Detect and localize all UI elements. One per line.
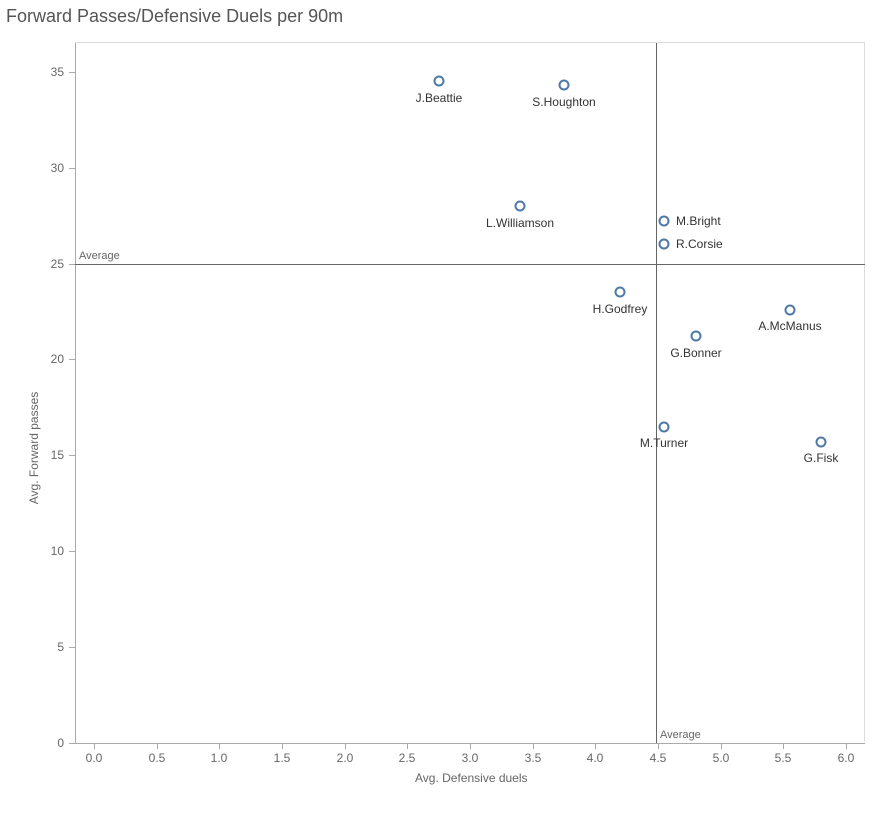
x-tick (157, 743, 158, 749)
data-point-label: S.Houghton (532, 95, 595, 109)
x-tick-label: 3.5 (525, 751, 542, 765)
x-tick-label: 6.0 (838, 751, 855, 765)
y-tick-label: 25 (51, 257, 64, 271)
y-tick (69, 743, 75, 744)
x-tick (94, 743, 95, 749)
y-tick-label: 15 (51, 448, 64, 462)
x-tick-label: 1.5 (274, 751, 291, 765)
x-axis-title: Avg. Defensive duels (415, 771, 528, 785)
y-tick (69, 647, 75, 648)
y-tick (69, 72, 75, 73)
x-tick-label: 4.5 (650, 751, 667, 765)
y-tick (69, 551, 75, 552)
avg-label-x: Average (660, 729, 701, 741)
chart-title: Forward Passes/Defensive Duels per 90m (6, 6, 343, 27)
x-tick-label: 5.5 (775, 751, 792, 765)
y-tick (69, 168, 75, 169)
data-point (659, 421, 670, 432)
avg-line-vertical (656, 43, 657, 743)
avg-line-horizontal (75, 264, 865, 265)
avg-label-y: Average (79, 250, 120, 262)
data-point-label: G.Bonner (670, 346, 721, 360)
data-point (659, 216, 670, 227)
data-point-label: L.Williamson (486, 216, 554, 230)
data-point-label: G.Fisk (804, 451, 839, 465)
data-point (559, 80, 570, 91)
x-tick-label: 0.0 (86, 751, 103, 765)
scatter-chart: Forward Passes/Defensive Duels per 90m 0… (0, 0, 890, 819)
data-point-label: R.Corsie (676, 237, 723, 251)
y-tick-label: 0 (57, 736, 64, 750)
x-tick-label: 4.0 (587, 751, 604, 765)
data-point-label: A.McManus (758, 319, 821, 333)
data-point-label: J.Beattie (416, 91, 463, 105)
y-axis-line (75, 43, 76, 743)
x-tick-label: 5.0 (713, 751, 730, 765)
x-tick (219, 743, 220, 749)
y-tick-label: 10 (51, 544, 64, 558)
x-tick-label: 0.5 (149, 751, 166, 765)
data-point (433, 76, 444, 87)
x-tick-label: 2.0 (337, 751, 354, 765)
data-point (784, 304, 795, 315)
data-point-label: H.Godfrey (593, 302, 648, 316)
data-point (615, 287, 626, 298)
y-tick-label: 35 (51, 65, 64, 79)
y-tick-label: 5 (57, 640, 64, 654)
data-point-label: M.Turner (640, 436, 688, 450)
y-tick (69, 359, 75, 360)
data-point (659, 239, 670, 250)
x-tick (345, 743, 346, 749)
data-point (690, 331, 701, 342)
x-tick (721, 743, 722, 749)
y-tick-label: 20 (51, 352, 64, 366)
x-tick-label: 1.0 (211, 751, 228, 765)
y-tick (69, 455, 75, 456)
x-tick-label: 3.0 (462, 751, 479, 765)
data-point (515, 201, 526, 212)
x-tick (846, 743, 847, 749)
x-tick (783, 743, 784, 749)
data-point (816, 436, 827, 447)
y-axis-title: Avg. Forward passes (27, 392, 41, 505)
x-tick (595, 743, 596, 749)
x-tick (282, 743, 283, 749)
x-tick (407, 743, 408, 749)
data-point-label: M.Bright (676, 214, 721, 228)
x-tick (470, 743, 471, 749)
y-tick-label: 30 (51, 161, 64, 175)
x-tick-label: 2.5 (399, 751, 416, 765)
plot-area: 0.00.51.01.52.02.53.03.54.04.55.05.56.00… (75, 42, 865, 742)
x-tick (533, 743, 534, 749)
x-tick (658, 743, 659, 749)
